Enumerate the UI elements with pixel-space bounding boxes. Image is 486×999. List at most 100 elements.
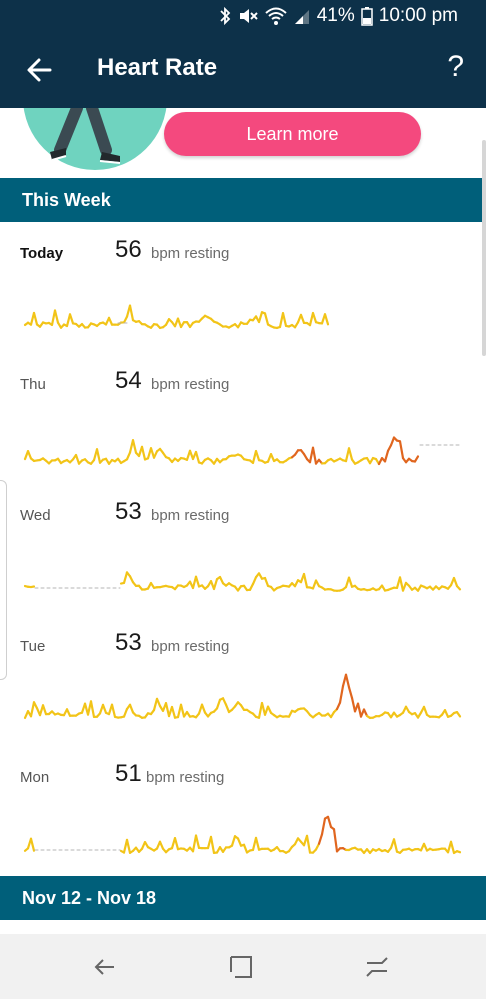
heart-rate-segment bbox=[140, 445, 147, 461]
heart-rate-segment bbox=[215, 698, 222, 710]
heart-rate-segment bbox=[320, 817, 327, 836]
heart-rate-segment bbox=[311, 311, 318, 324]
walking-illustration bbox=[23, 108, 167, 170]
battery-percent: 41% bbox=[316, 5, 355, 26]
heart-rate-segment bbox=[317, 833, 324, 845]
scrollbar[interactable] bbox=[482, 140, 486, 356]
heart-rate-segment bbox=[191, 834, 198, 853]
heart-rate-segment bbox=[455, 584, 462, 591]
heart-rate-segment bbox=[125, 838, 132, 854]
day-row-tue[interactable]: Tue 53 bpm resting bbox=[0, 615, 486, 747]
promo-card: Learn more bbox=[0, 108, 486, 178]
heart-rate-segment bbox=[257, 311, 264, 324]
heart-rate-segment bbox=[347, 686, 354, 700]
heart-rate-segment bbox=[170, 705, 177, 719]
heart-rate-segment bbox=[224, 703, 231, 714]
heart-rate-segment bbox=[422, 842, 429, 852]
heart-rate-segment bbox=[323, 313, 330, 326]
heart-rate-segment bbox=[176, 317, 183, 329]
heart-rate-segment bbox=[32, 311, 39, 326]
resting-bpm-unit: bpm resting bbox=[151, 376, 230, 393]
day-row-thu[interactable]: Thu 54 bpm resting bbox=[0, 353, 486, 485]
heart-rate-segment bbox=[107, 316, 114, 326]
day-row-wed[interactable]: Wed 53 bpm resting bbox=[0, 484, 486, 616]
heart-rate-segment bbox=[266, 705, 273, 714]
heart-rate-segment bbox=[308, 311, 315, 327]
heart-rate-segment bbox=[68, 313, 75, 325]
learn-more-button[interactable]: Learn more bbox=[164, 112, 421, 156]
heart-rate-segment bbox=[110, 703, 117, 719]
resting-bpm-value: 51 bbox=[115, 760, 142, 787]
wifi-icon bbox=[265, 7, 287, 25]
heart-rate-segment bbox=[452, 576, 459, 588]
heart-rate-segment bbox=[362, 708, 369, 717]
heart-rate-segment bbox=[305, 834, 312, 854]
heart-rate-segment bbox=[152, 450, 159, 459]
heart-rate-segment bbox=[65, 708, 72, 717]
heart-rate-segment bbox=[260, 701, 267, 716]
nav-home-icon[interactable] bbox=[226, 952, 256, 982]
heart-rate-segment bbox=[29, 585, 36, 589]
heart-rate-segment bbox=[326, 815, 333, 829]
help-button[interactable]: ? bbox=[447, 50, 464, 83]
day-row-today[interactable]: Today 56 bpm resting bbox=[0, 222, 486, 354]
heart-rate-segment bbox=[128, 575, 135, 584]
heart-rate-segment bbox=[263, 576, 270, 588]
heart-rate-segment bbox=[269, 453, 276, 463]
heart-rate-segment bbox=[251, 576, 258, 586]
heart-rate-segment bbox=[344, 673, 351, 689]
back-arrow-icon[interactable] bbox=[22, 52, 58, 88]
heart-rate-segment bbox=[194, 450, 201, 464]
heart-rate-segment bbox=[89, 700, 96, 719]
heart-rate-segment bbox=[383, 449, 390, 463]
nav-back-icon[interactable] bbox=[90, 952, 120, 982]
heart-rate-segment bbox=[299, 313, 306, 325]
nav-recents-icon[interactable] bbox=[362, 952, 392, 982]
heart-rate-segment bbox=[455, 710, 462, 718]
heart-rate-segment bbox=[347, 576, 354, 588]
day-label: Thu bbox=[20, 376, 46, 393]
battery-icon bbox=[361, 7, 373, 26]
heart-rate-sparkline bbox=[23, 436, 461, 466]
heart-rate-segment bbox=[128, 304, 135, 322]
day-row-mon[interactable]: Mon 51 bpm resting bbox=[0, 746, 486, 876]
bluetooth-icon bbox=[220, 6, 231, 26]
section-title: This Week bbox=[22, 190, 111, 210]
heart-rate-segment bbox=[200, 703, 207, 714]
heart-rate-segment bbox=[194, 834, 201, 850]
heart-rate-segment bbox=[221, 697, 228, 706]
heart-rate-sparkline bbox=[23, 304, 330, 330]
day-label: Tue bbox=[20, 638, 46, 655]
heart-rate-segment bbox=[179, 703, 186, 718]
heart-rate-segment bbox=[350, 696, 357, 713]
system-nav-bar bbox=[0, 934, 486, 999]
section-title: Nov 12 - Nov 18 bbox=[22, 888, 157, 908]
heart-rate-segment bbox=[254, 449, 261, 462]
heart-rate-segment bbox=[263, 312, 270, 326]
heart-rate-segment bbox=[149, 447, 156, 459]
heart-rate-segment bbox=[29, 701, 36, 718]
heart-rate-segment bbox=[242, 843, 249, 854]
heart-rate-segment bbox=[125, 451, 132, 461]
clock: 10:00 pm bbox=[378, 5, 458, 26]
heart-rate-segment bbox=[449, 840, 456, 855]
edge-panel-handle[interactable] bbox=[0, 480, 7, 680]
heart-rate-segment bbox=[254, 836, 261, 851]
heart-rate-segment bbox=[281, 312, 288, 328]
status-bar: 41% 10:00 pm bbox=[0, 0, 486, 32]
page-title: Heart Rate bbox=[97, 54, 218, 81]
heart-rate-segment bbox=[131, 439, 138, 454]
heart-rate-segment bbox=[29, 837, 36, 852]
app-bar: Heart Rate ? bbox=[0, 32, 486, 108]
heart-rate-segment bbox=[122, 571, 129, 584]
section-header-previous-week[interactable]: Nov 12 - Nov 18 bbox=[0, 876, 486, 920]
heart-rate-segment bbox=[122, 707, 129, 718]
resting-bpm-unit: bpm resting bbox=[151, 638, 230, 655]
heart-rate-segment bbox=[152, 697, 159, 712]
heart-rate-segment bbox=[101, 703, 108, 714]
heart-rate-segment bbox=[302, 572, 309, 589]
heart-rate-segment bbox=[311, 446, 318, 465]
heart-rate-segment bbox=[95, 448, 102, 464]
day-label: Wed bbox=[20, 507, 51, 524]
heart-rate-segment bbox=[212, 578, 219, 591]
